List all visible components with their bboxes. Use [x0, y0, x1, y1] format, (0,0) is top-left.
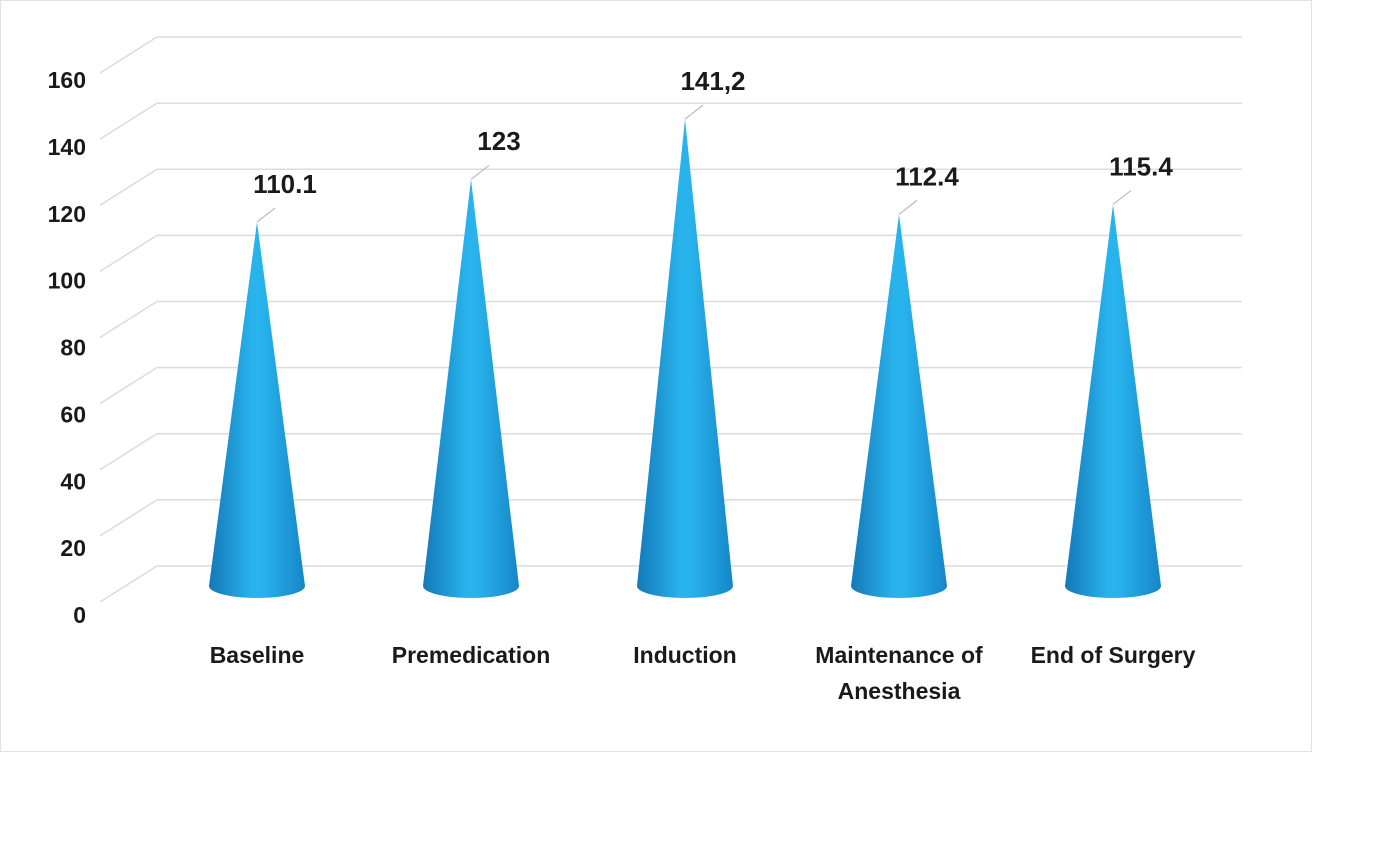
- value-label: 112.4: [895, 161, 959, 191]
- grid-line: [99, 168, 1242, 206]
- grid-line: [99, 300, 1242, 339]
- value-label: 141,2: [680, 66, 745, 96]
- y-tick-label: 40: [60, 468, 86, 494]
- y-tick-label: 160: [48, 67, 86, 93]
- leader-line: [1112, 189, 1132, 205]
- y-tick-label: 140: [48, 134, 86, 160]
- value-label: 115.4: [1109, 151, 1173, 181]
- x-tick-label: Premedication: [391, 642, 551, 668]
- cone: [1065, 204, 1161, 599]
- leader-line: [470, 164, 490, 180]
- grid-line: [99, 36, 1242, 74]
- y-tick-label: 20: [60, 535, 86, 561]
- x-tick-label: Maintenance of Anesthesia: [815, 642, 983, 704]
- cone: [209, 221, 305, 598]
- value-label: 110.1: [253, 169, 317, 199]
- cone: [851, 214, 947, 598]
- y-tick-label: 60: [60, 401, 86, 427]
- y-tick-label: 120: [48, 201, 86, 227]
- grid-line: [99, 102, 1242, 140]
- value-label: 123: [477, 126, 520, 156]
- grid-line: [99, 234, 1242, 273]
- y-tick-label: 80: [60, 335, 86, 361]
- leader-line: [684, 104, 704, 120]
- x-tick-label: End of Surgery: [1030, 642, 1196, 668]
- x-tick-label: Induction: [633, 642, 737, 668]
- y-tick-label: 100: [48, 268, 86, 294]
- y-tick-label: 0: [73, 602, 86, 628]
- x-tick-label: Baseline: [209, 642, 305, 668]
- leader-line: [898, 199, 918, 215]
- cone: [637, 119, 733, 598]
- leader-line: [256, 207, 276, 223]
- cone: [423, 179, 519, 599]
